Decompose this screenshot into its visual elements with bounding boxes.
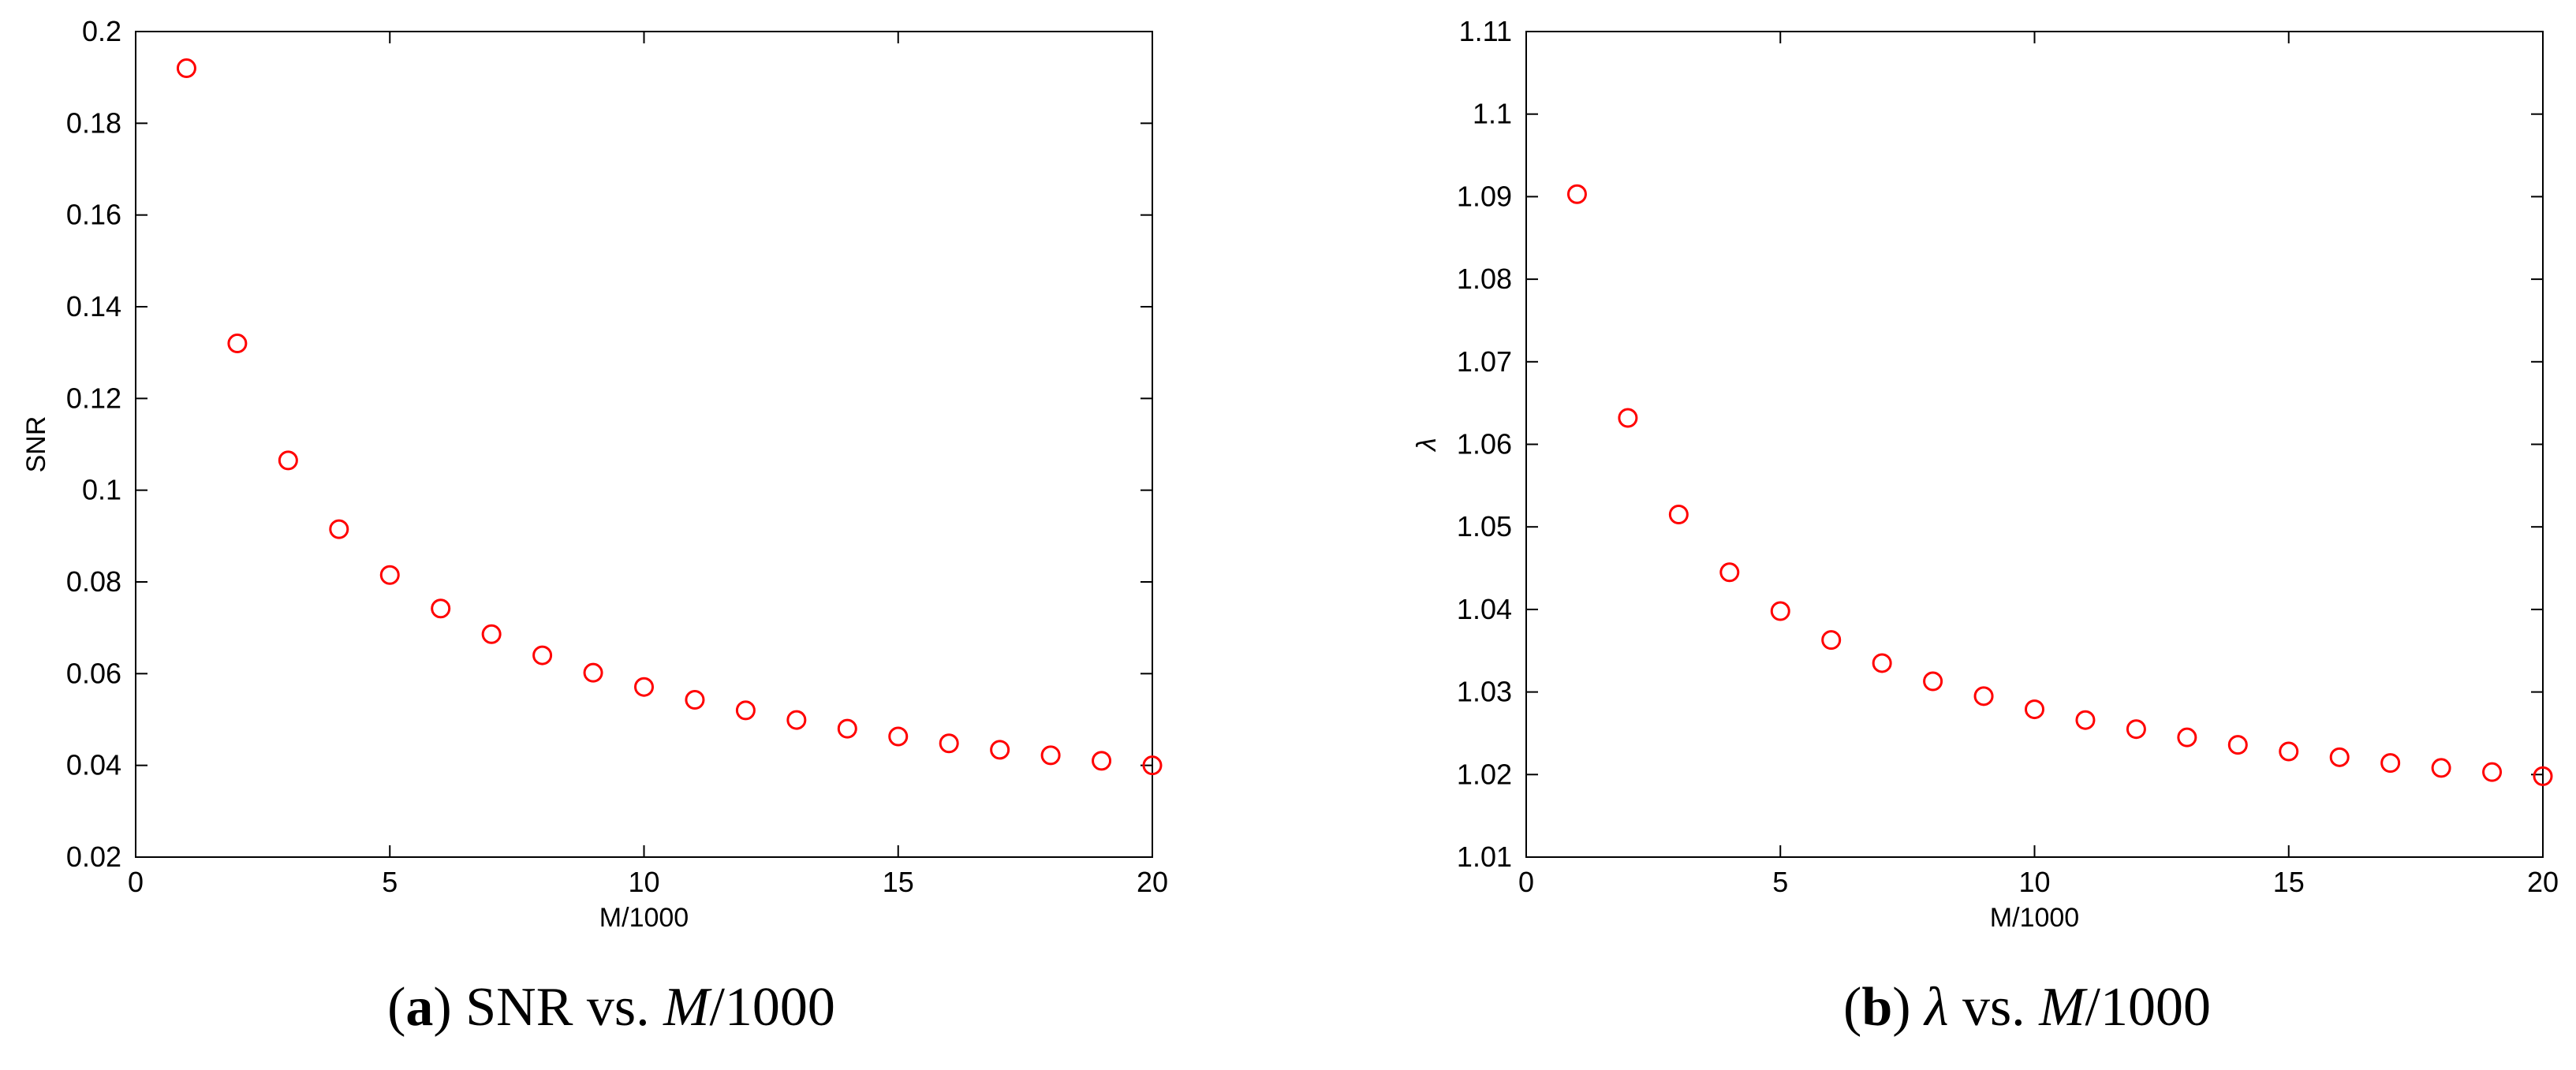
lambda-data-point [1821,630,1842,651]
snr-x-tick-label: 10 [628,866,659,898]
snr-data-point [786,710,807,730]
caption-a-tail: /1000 [709,977,834,1038]
snr-y-tick-label: 0.04 [66,749,121,781]
lambda-data-point [2075,710,2096,730]
snr-data-point [634,677,654,697]
snr-data-point [837,718,857,739]
lambda-data-point [2126,719,2146,740]
snr-y-tick-label: 0.2 [82,15,121,47]
lambda-y-tick-label: 1.1 [1473,98,1512,130]
lambda-data-point [2482,762,2503,782]
snr-data-point [379,565,400,585]
snr-data-point [583,662,603,683]
snr-data-point [685,689,705,710]
lambda-y-tick-label: 1.05 [1457,510,1512,542]
lambda-x-tick-label: 5 [1772,866,1788,898]
lambda-data-point [2025,699,2044,720]
snr-y-axis-label: SNR [21,416,51,473]
lambda-data-point [2279,741,2299,762]
snr-plot-frame [135,31,1153,858]
lambda-y-tick-label: 1.06 [1457,428,1512,460]
snr-data-point [431,598,451,619]
snr-y-tick-label: 0.1 [82,474,121,506]
lambda-x-tick-label: 10 [2018,866,2050,898]
snr-y-tick-label: 0.06 [66,657,121,689]
lambda-data-point [1973,686,1994,706]
snr-x-tick-label: 15 [883,866,914,898]
snr-y-tick-label: 0.18 [66,106,121,139]
snr-x-tick-label: 20 [1137,866,1168,898]
lambda-data-point [2227,735,2248,755]
caption-a-text: SNR vs. [465,977,663,1038]
lambda-y-tick-label: 1.11 [1459,15,1512,47]
snr-y-tick-label: 0.16 [66,199,121,231]
snr-data-point [939,733,959,754]
lambda-y-tick-label: 1.08 [1457,263,1512,295]
snr-data-point [990,740,1010,760]
lambda-data-point [2177,727,2197,748]
lambda-y-tick-label: 1.02 [1457,758,1512,790]
lambda-data-point [1618,408,1638,428]
snr-data-point [176,58,196,79]
caption-b-tail: /1000 [2085,977,2211,1038]
lambda-data-point [1668,504,1689,524]
caption-a: (a) SNR vs. M/1000 [387,977,835,1038]
panel-b-lambda-chart: 0 5 10 15 20 1.01 1.02 1.03 1.04 1.05 1.06 1.07 1.08… [1412,15,2559,933]
caption-a-var: M [663,977,712,1038]
caption-b-var: M [2038,977,2088,1038]
snr-data-point [1040,745,1061,766]
lambda-data-point [1770,601,1790,621]
snr-data-point [481,624,502,644]
lambda-data-point [2533,766,2553,786]
snr-data-point [532,645,553,665]
panel-a-snr-chart: 0 5 10 15 20 0.02 0.04 0.06 0.08 0.1 0.12 0.14 0.16 0… [21,15,1168,933]
lambda-y-tick-label: 1.04 [1457,593,1512,625]
lambda-x-axis-label: M/1000 [1990,903,2079,933]
lambda-y-tick-label: 1.09 [1457,180,1512,212]
lambda-y-axis-label: λ [1412,438,1442,453]
snr-y-tick-label: 0.12 [66,382,121,414]
lambda-data-point [2329,747,2350,767]
lambda-x-tick-label: 20 [2527,866,2559,898]
snr-x-axis-label: M/1000 [599,903,689,933]
snr-data-point [227,334,248,354]
snr-data-point [278,450,298,471]
caption-b-lambda: λ [1923,977,1948,1038]
lambda-plot-frame [1525,31,2544,858]
lambda-data-point [1872,653,1892,673]
snr-data-point [329,519,349,539]
snr-data-point [888,726,909,747]
snr-y-tick-label: 0.14 [66,290,121,322]
caption-b: (b) λ vs. M/1000 [1843,977,2211,1038]
snr-data-point [735,700,756,721]
snr-x-tick-label: 0 [128,866,144,898]
lambda-data-point [1719,562,1740,583]
lambda-y-tick-label: 1.01 [1457,841,1512,873]
lambda-x-tick-label: 0 [1518,866,1534,898]
lambda-x-tick-label: 15 [2273,866,2305,898]
lambda-data-point [1923,671,1943,692]
lambda-y-tick-label: 1.03 [1457,676,1512,708]
lambda-y-tick-label: 1.07 [1457,345,1512,378]
snr-data-point [1092,751,1112,771]
snr-y-tick-label: 0.08 [66,565,121,598]
caption-b-tag: b [1861,977,1892,1038]
lambda-data-point [2380,753,2401,774]
snr-y-tick-label: 0.02 [66,841,121,873]
lambda-data-point [1566,184,1587,204]
snr-data-point [1142,755,1163,776]
lambda-data-point [2431,758,2451,778]
caption-a-tag: a [405,977,433,1038]
snr-x-tick-label: 5 [382,866,398,898]
caption-b-text: vs. [1948,977,2039,1038]
